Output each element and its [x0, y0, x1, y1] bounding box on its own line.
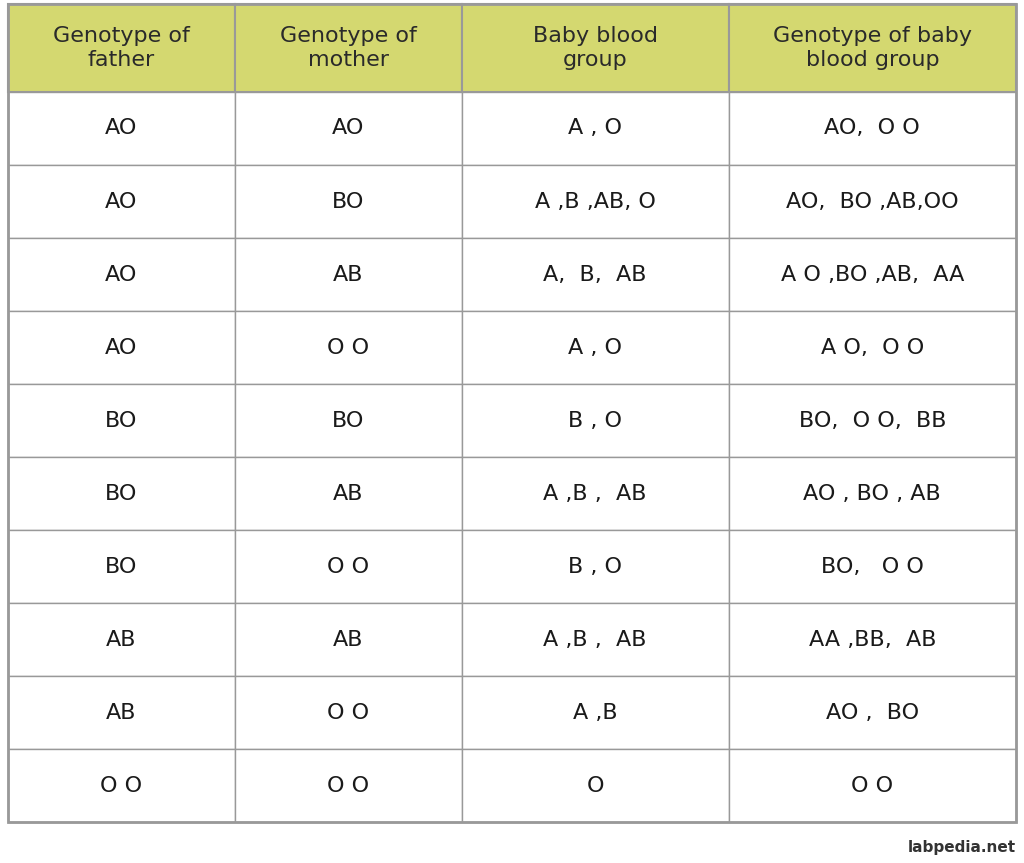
Text: BO: BO: [105, 411, 137, 431]
Text: Genotype of
mother: Genotype of mother: [280, 27, 417, 70]
Bar: [234, 603, 462, 676]
Bar: [462, 92, 729, 165]
Text: AO: AO: [332, 118, 365, 138]
Bar: [462, 749, 729, 822]
Text: A ,B ,AB, O: A ,B ,AB, O: [535, 192, 655, 211]
Bar: [8, 165, 234, 238]
Text: AO , BO , AB: AO , BO , AB: [804, 483, 941, 503]
Bar: [729, 4, 1016, 92]
Text: A ,B: A ,B: [572, 702, 617, 722]
Bar: [729, 603, 1016, 676]
Bar: [462, 4, 729, 92]
Text: AO: AO: [105, 264, 137, 285]
Bar: [462, 384, 729, 457]
Text: AO: AO: [105, 337, 137, 357]
Text: Genotype of
father: Genotype of father: [53, 27, 189, 70]
Bar: [729, 165, 1016, 238]
Text: AA ,BB,  AB: AA ,BB, AB: [809, 629, 936, 650]
Text: BO: BO: [332, 411, 365, 431]
Bar: [8, 92, 234, 165]
Bar: [234, 676, 462, 749]
Text: A,  B,  AB: A, B, AB: [544, 264, 647, 285]
Bar: [729, 530, 1016, 603]
Bar: [462, 530, 729, 603]
Text: O O: O O: [851, 776, 893, 796]
Bar: [8, 384, 234, 457]
Bar: [8, 4, 234, 92]
Text: B , O: B , O: [568, 411, 623, 431]
Text: O O: O O: [327, 776, 370, 796]
Text: O: O: [587, 776, 604, 796]
Bar: [462, 603, 729, 676]
Bar: [462, 457, 729, 530]
Bar: [8, 238, 234, 311]
Text: B , O: B , O: [568, 557, 623, 576]
Bar: [234, 311, 462, 384]
Text: O O: O O: [100, 776, 142, 796]
Text: A ,B ,  AB: A ,B , AB: [544, 629, 647, 650]
Text: Baby blood
group: Baby blood group: [532, 27, 657, 70]
Bar: [8, 457, 234, 530]
Bar: [234, 92, 462, 165]
Bar: [729, 311, 1016, 384]
Text: O O: O O: [327, 702, 370, 722]
Text: Genotype of baby
blood group: Genotype of baby blood group: [773, 27, 972, 70]
Bar: [729, 749, 1016, 822]
Text: AB: AB: [333, 264, 364, 285]
Text: labpedia.net: labpedia.net: [908, 840, 1016, 855]
Bar: [729, 676, 1016, 749]
Bar: [234, 384, 462, 457]
Bar: [8, 603, 234, 676]
Text: AO,  BO ,AB,OO: AO, BO ,AB,OO: [786, 192, 958, 211]
Bar: [234, 530, 462, 603]
Text: AO: AO: [105, 118, 137, 138]
Text: O O: O O: [327, 337, 370, 357]
Bar: [234, 165, 462, 238]
Text: BO: BO: [105, 483, 137, 503]
Bar: [234, 457, 462, 530]
Bar: [8, 749, 234, 822]
Text: AB: AB: [333, 629, 364, 650]
Bar: [462, 311, 729, 384]
Bar: [729, 92, 1016, 165]
Bar: [729, 238, 1016, 311]
Text: BO,  O O,  BB: BO, O O, BB: [799, 411, 946, 431]
Bar: [234, 238, 462, 311]
Text: A O ,BO ,AB,  AA: A O ,BO ,AB, AA: [780, 264, 964, 285]
Text: BO,   O O: BO, O O: [821, 557, 924, 576]
Text: A , O: A , O: [568, 118, 623, 138]
Text: AB: AB: [106, 629, 136, 650]
Bar: [8, 676, 234, 749]
Bar: [729, 384, 1016, 457]
Bar: [234, 749, 462, 822]
Bar: [8, 311, 234, 384]
Bar: [234, 4, 462, 92]
Bar: [8, 530, 234, 603]
Bar: [729, 457, 1016, 530]
Text: AO ,  BO: AO , BO: [825, 702, 919, 722]
Text: AO: AO: [105, 192, 137, 211]
Text: A , O: A , O: [568, 337, 623, 357]
Text: A O,  O O: A O, O O: [820, 337, 924, 357]
Bar: [462, 676, 729, 749]
Bar: [462, 165, 729, 238]
Bar: [462, 238, 729, 311]
Text: BO: BO: [105, 557, 137, 576]
Text: AB: AB: [333, 483, 364, 503]
Text: AB: AB: [106, 702, 136, 722]
Text: AO,  O O: AO, O O: [824, 118, 921, 138]
Text: A ,B ,  AB: A ,B , AB: [544, 483, 647, 503]
Text: BO: BO: [332, 192, 365, 211]
Text: O O: O O: [327, 557, 370, 576]
